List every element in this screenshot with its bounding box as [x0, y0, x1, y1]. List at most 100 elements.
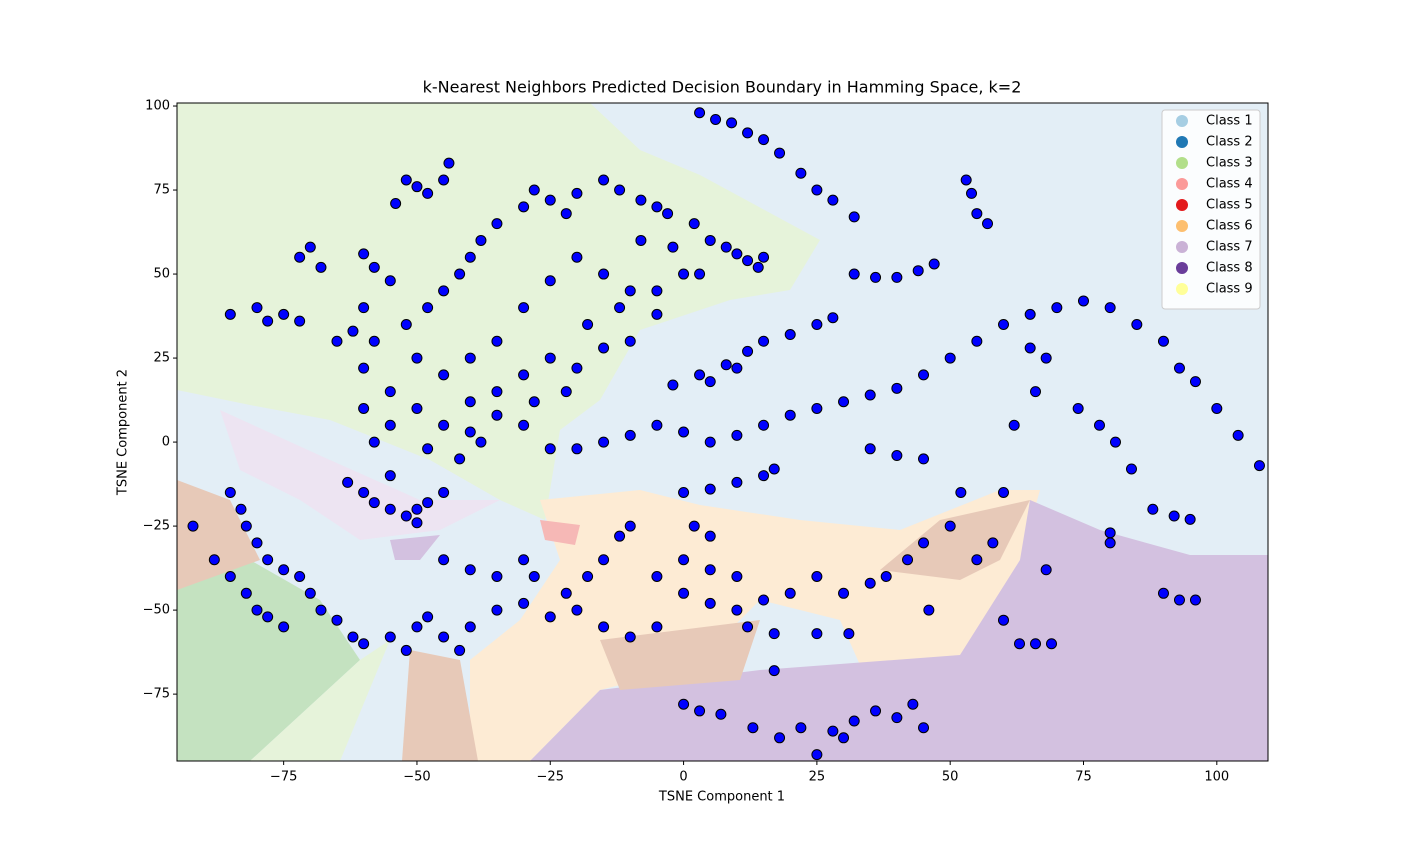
point — [731, 571, 743, 583]
legend-marker — [1176, 283, 1188, 295]
x-tick-label: 25 — [809, 770, 826, 785]
region — [177, 560, 360, 761]
point — [454, 644, 466, 656]
legend-label: Class 9 — [1206, 282, 1253, 297]
point — [918, 453, 930, 465]
point — [1051, 302, 1063, 314]
x-tick-label: −50 — [403, 770, 430, 785]
point — [795, 167, 807, 179]
legend-label: Class 7 — [1206, 240, 1253, 255]
point — [464, 564, 476, 576]
point — [1125, 463, 1137, 475]
point — [848, 211, 860, 223]
point — [784, 409, 796, 421]
point — [678, 486, 690, 498]
chart-title: k-Nearest Neighbors Predicted Decision B… — [423, 78, 1022, 97]
region — [250, 640, 390, 761]
point — [624, 520, 636, 532]
point — [582, 571, 594, 583]
point — [998, 486, 1010, 498]
point — [491, 386, 503, 398]
y-tick-label: 50 — [153, 267, 170, 282]
point — [731, 362, 743, 374]
point — [491, 218, 503, 230]
point — [704, 530, 716, 542]
point — [518, 369, 530, 381]
point — [544, 443, 556, 455]
point — [518, 419, 530, 431]
point — [864, 577, 876, 589]
point — [758, 251, 770, 263]
point — [491, 604, 503, 616]
point — [384, 470, 396, 482]
point — [582, 318, 594, 330]
point — [960, 174, 972, 186]
point — [870, 271, 882, 283]
point — [688, 520, 700, 532]
point — [864, 443, 876, 455]
point — [742, 345, 754, 357]
point — [811, 402, 823, 414]
point — [1024, 308, 1036, 320]
point — [1046, 638, 1058, 650]
point — [571, 251, 583, 263]
point — [518, 302, 530, 314]
decision-regions — [177, 103, 1268, 761]
point — [694, 369, 706, 381]
point — [704, 436, 716, 448]
x-tick-label: 50 — [942, 770, 959, 785]
point — [411, 517, 423, 529]
point — [704, 376, 716, 388]
point — [731, 429, 743, 441]
point — [331, 614, 343, 626]
legend-label: Class 6 — [1206, 219, 1253, 234]
point — [704, 483, 716, 495]
point — [827, 312, 839, 324]
x-axis-label: TSNE Component 1 — [658, 790, 785, 805]
point — [358, 486, 370, 498]
point — [758, 134, 770, 146]
point — [651, 621, 663, 633]
x-tick-label: −75 — [270, 770, 297, 785]
point — [704, 564, 716, 576]
point — [624, 335, 636, 347]
y-tick-label: 25 — [153, 351, 170, 366]
point — [678, 698, 690, 710]
point — [624, 631, 636, 643]
point — [598, 621, 610, 633]
y-tick-label: −75 — [143, 687, 170, 702]
point — [662, 208, 674, 220]
point — [811, 318, 823, 330]
plot-frame — [176, 102, 1269, 762]
point — [742, 127, 754, 139]
point — [1131, 318, 1143, 330]
point — [635, 234, 647, 246]
point — [390, 197, 402, 209]
point — [1024, 342, 1036, 354]
point — [987, 537, 999, 549]
point — [614, 530, 626, 542]
point — [438, 285, 450, 297]
point — [224, 571, 236, 583]
point — [358, 638, 370, 650]
point — [464, 396, 476, 408]
points — [187, 107, 1265, 761]
point — [1184, 513, 1196, 525]
point — [742, 621, 754, 633]
point — [955, 486, 967, 498]
point — [838, 396, 850, 408]
point — [848, 268, 860, 280]
point — [262, 315, 274, 327]
point — [784, 329, 796, 341]
point — [400, 510, 412, 522]
point — [1157, 587, 1169, 599]
point — [918, 537, 930, 549]
point — [678, 268, 690, 280]
point — [347, 631, 359, 643]
point — [694, 107, 706, 119]
legend-marker — [1176, 241, 1188, 253]
point — [726, 117, 738, 129]
legend: Class 1 Class 2 Class 3 Class 4 Class 5 Class… — [1161, 109, 1261, 310]
point — [251, 302, 263, 314]
point — [294, 315, 306, 327]
